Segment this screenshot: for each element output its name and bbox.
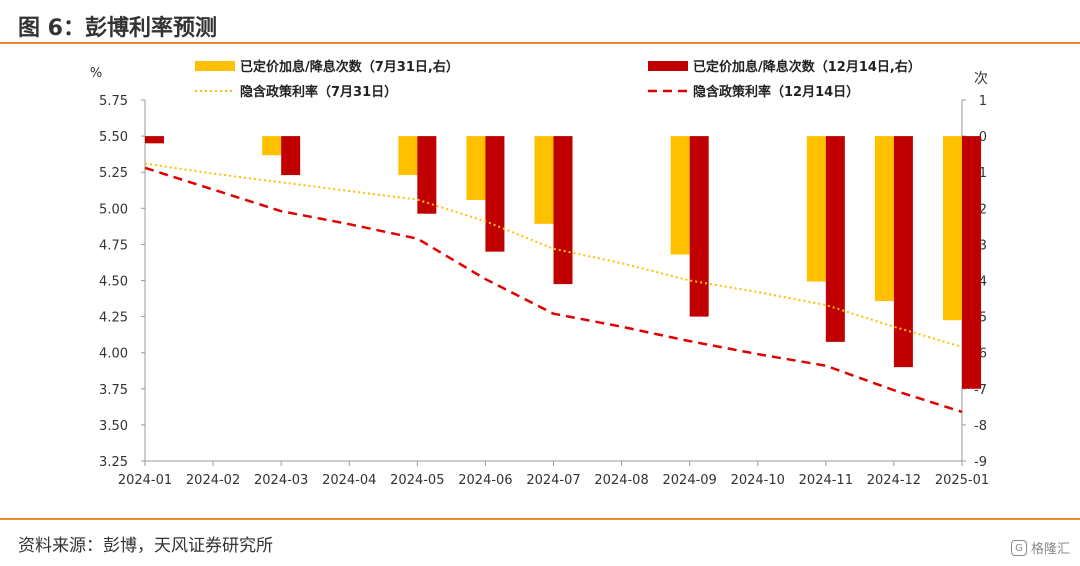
bar-dec14	[893, 136, 913, 368]
y-left-tick-label: 3.50	[99, 419, 128, 434]
x-tick-label: 2024-11	[799, 473, 853, 488]
legend-swatch-bar	[648, 61, 688, 71]
bar-jul31	[806, 136, 826, 282]
title-divider	[0, 42, 1080, 44]
bar-dec14	[417, 136, 437, 214]
bar-dec14	[689, 136, 709, 317]
bar-jul31	[670, 136, 690, 255]
legend-label: 隐含政策利率（12月14日）	[693, 84, 859, 100]
bar-jul31	[874, 136, 894, 302]
bar-jul31	[943, 136, 962, 321]
bar-jul31	[262, 136, 282, 156]
bar-jul31	[534, 136, 554, 224]
x-tick-label: 2024-06	[458, 473, 512, 488]
legend-label: 已定价加息/降息次数（12月14日,右）	[693, 59, 921, 75]
watermark: G 格隆汇	[1010, 538, 1070, 557]
y-left-tick-label: 4.75	[99, 238, 128, 253]
y-right-tick-label: -9	[974, 455, 987, 470]
bar-dec14	[145, 136, 164, 144]
chart: 5.75 5.50 5.25 5.00 4.75 4.50 4.25 4.00 3.75 3.50…	[90, 59, 989, 488]
y-left-tick-label: 5.50	[99, 130, 128, 145]
legend-label: 隐含政策利率（7月31日）	[240, 84, 397, 100]
bar-dec14	[962, 136, 981, 389]
watermark-logo-icon: G	[1010, 539, 1027, 556]
y-left-tick-label: 4.50	[99, 275, 128, 290]
x-tick-label: 2024-04	[322, 473, 376, 488]
bar-dec14	[825, 136, 845, 342]
x-tick-label: 2024-10	[731, 473, 785, 488]
x-tick-label: 2024-09	[663, 473, 717, 488]
bar-dec14	[281, 136, 301, 176]
watermark-text: 格隆汇	[1030, 542, 1070, 557]
line-implied-rate-dec14	[144, 166, 963, 414]
legend-label: 已定价加息/降息次数（7月31日,右）	[240, 59, 459, 75]
x-tick-label: 2024-07	[526, 473, 580, 488]
y-left-tick-label: 4.25	[99, 311, 128, 326]
y-left-tick-label: 5.00	[99, 202, 128, 217]
bar-jul31	[466, 136, 486, 200]
bar-dec14	[485, 136, 505, 252]
bar-dec14	[553, 136, 573, 285]
y-left-axis-label: %	[90, 66, 102, 81]
x-tick-label: 2024-05	[390, 473, 444, 488]
y-left-tick-label: 5.25	[99, 166, 128, 181]
x-tick-label: 2024-01	[118, 473, 172, 488]
x-tick-label: 2024-02	[186, 473, 240, 488]
y-left-tick-label: 3.25	[99, 455, 128, 470]
x-tick-label: 2024-08	[594, 473, 648, 488]
y-right-tick-label: 1	[979, 94, 987, 109]
y-left-tick-label: 3.75	[99, 383, 128, 398]
x-tick-label: 2024-03	[254, 473, 308, 488]
legend-swatch-bar	[195, 61, 235, 71]
y-right-tick-label: 0	[979, 130, 987, 145]
x-tick-label: 2024-12	[867, 473, 921, 488]
y-left-tick-label: 5.75	[99, 94, 128, 109]
chart-title: 图 6：彭博利率预测	[18, 16, 217, 41]
source-divider	[0, 518, 1080, 520]
y-left-tick-label: 4.00	[99, 347, 128, 362]
y-right-tick-label: -8	[974, 419, 987, 434]
bar-jul31	[398, 136, 418, 176]
y-right-axis-label: 次	[974, 71, 988, 87]
source-note: 资料来源：彭博，天风证券研究所	[18, 536, 273, 556]
x-tick-label: 2025-01	[935, 473, 989, 488]
